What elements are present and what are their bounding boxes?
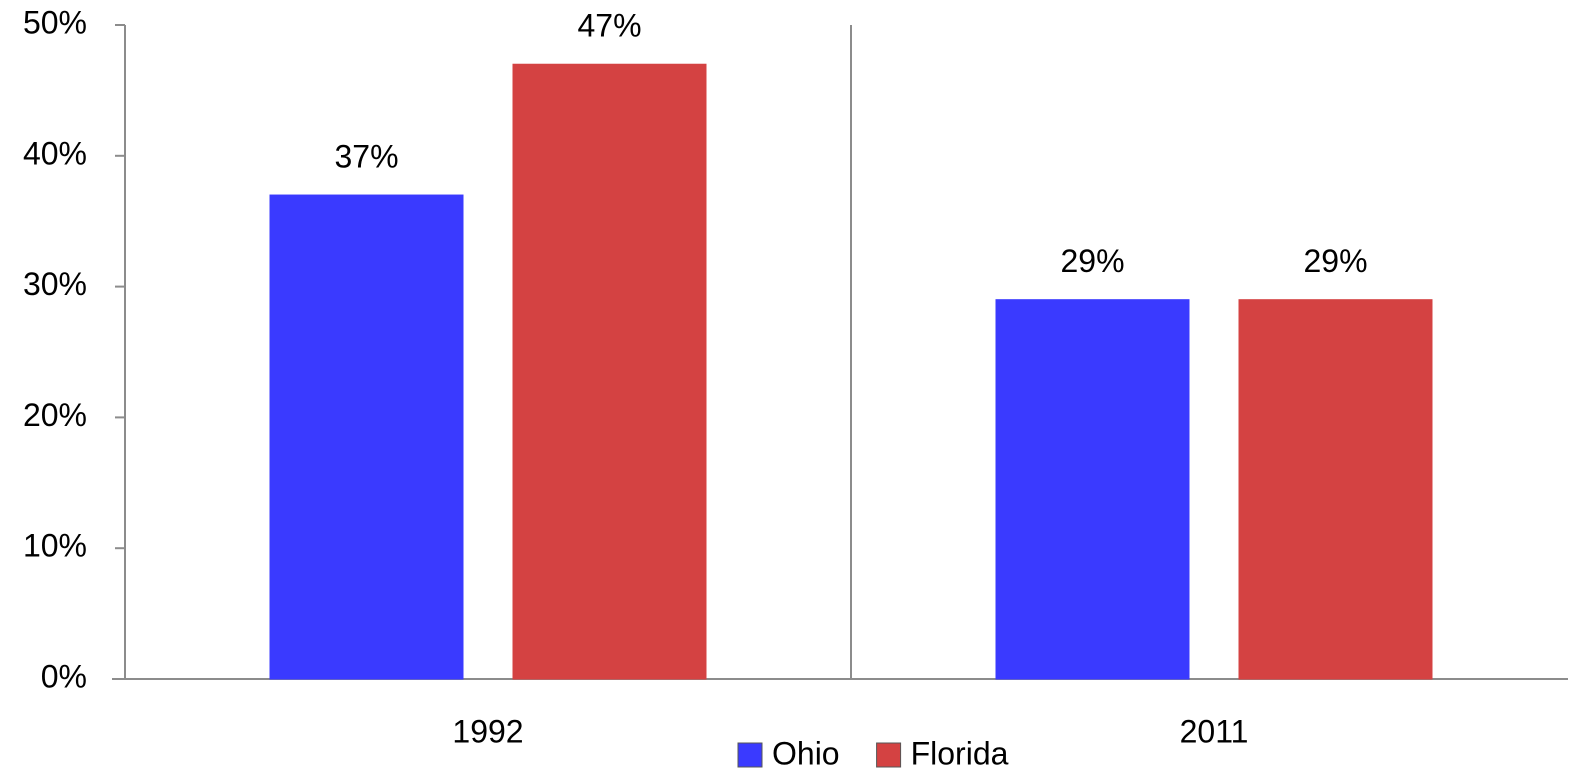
legend-label: Florida xyxy=(911,735,1009,771)
legend-swatch xyxy=(737,742,763,768)
value-label: 47% xyxy=(577,8,641,44)
x-tick-label: 2011 xyxy=(1180,713,1249,749)
value-label: 37% xyxy=(334,138,398,174)
y-tick-label: 10% xyxy=(23,528,87,564)
y-tick-label: 20% xyxy=(23,397,87,433)
y-tick-label: 40% xyxy=(23,135,87,171)
x-tick-label: 1992 xyxy=(452,713,523,749)
y-tick-label: 30% xyxy=(23,266,87,302)
legend-swatch xyxy=(876,742,902,768)
bar xyxy=(1238,299,1433,680)
value-label: 29% xyxy=(1303,243,1367,279)
y-tick-label: 50% xyxy=(23,4,87,40)
bar xyxy=(269,194,464,680)
bar xyxy=(512,63,707,680)
value-label: 29% xyxy=(1060,243,1124,279)
bar xyxy=(995,299,1190,680)
legend-label: Ohio xyxy=(772,735,840,771)
y-tick-label: 0% xyxy=(41,658,87,694)
